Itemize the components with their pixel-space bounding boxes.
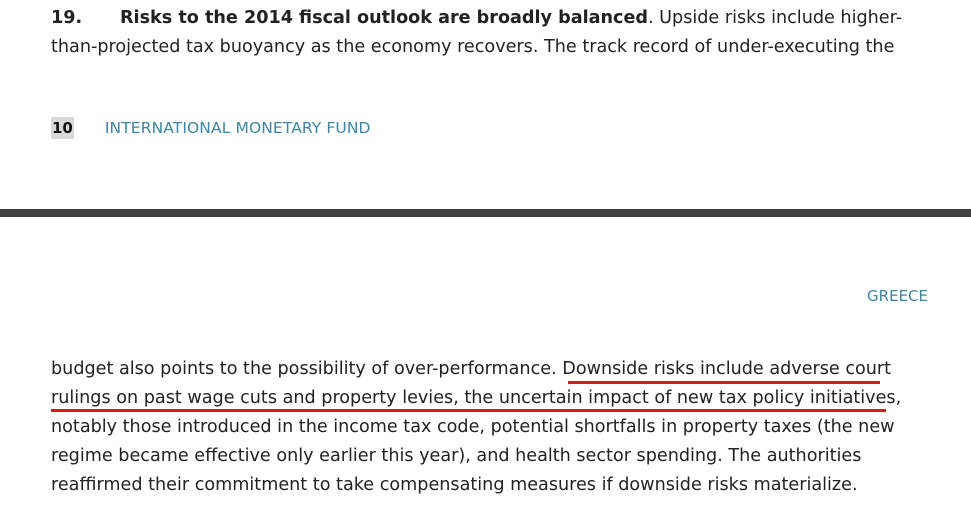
text-line: budget also points to the possibility of… (51, 359, 892, 379)
page-header-country: GREECE (867, 287, 928, 305)
text-line: reaffirmed their commitment to take comp… (51, 475, 858, 495)
paragraph-line1-rest: . Upside risks include higher- (647, 8, 903, 28)
page-footer: 10 INTERNATIONAL MONETARY FUND (51, 117, 371, 139)
paragraph-lead: Risks to the 2014 fiscal outlook are bro… (120, 8, 648, 28)
page-divider (0, 209, 971, 217)
organization-name: INTERNATIONAL MONETARY FUND (104, 119, 371, 137)
paragraph-line2: than-projected tax buoyancy as the econo… (51, 37, 895, 57)
page-number: 10 (51, 117, 74, 139)
top-page: 19. Risks to the 2014 fiscal outlook are … (0, 0, 971, 209)
paragraph-number: 19. (51, 8, 83, 28)
highlight-underline-1 (568, 381, 880, 384)
paragraph-19: 19. Risks to the 2014 fiscal outlook are … (51, 4, 931, 62)
paragraph-continued: budget also points to the possibility of… (51, 355, 911, 500)
text-line: rulings on past wage cuts and property l… (51, 388, 902, 408)
highlight-underline-2 (51, 409, 886, 412)
text-line: regime became effective only earlier thi… (51, 446, 862, 466)
text-line: notably those introduced in the income t… (51, 417, 895, 437)
